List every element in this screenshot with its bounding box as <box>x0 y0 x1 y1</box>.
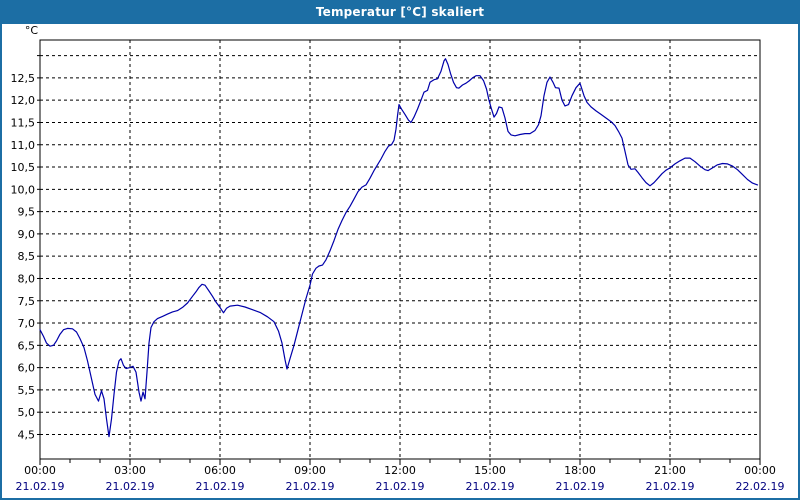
x-date-label: 21.02.19 <box>556 480 605 493</box>
y-tick-label: 5,5 <box>18 384 36 397</box>
x-time-label: 18:00 <box>564 464 596 477</box>
x-date-label: 21.02.19 <box>16 480 65 493</box>
y-tick-label: 8,5 <box>18 250 36 263</box>
x-time-label: 00:00 <box>24 464 56 477</box>
y-tick-label: 8,0 <box>18 272 36 285</box>
x-time-label: 09:00 <box>294 464 326 477</box>
x-date-label: 21.02.19 <box>466 480 515 493</box>
y-tick-label: 11,0 <box>11 139 36 152</box>
y-axis-unit-label: °C <box>25 24 39 37</box>
y-tick-label: 10,5 <box>11 161 36 174</box>
x-date-label: 21.02.19 <box>196 480 245 493</box>
x-date-label: 21.02.19 <box>376 480 425 493</box>
y-tick-label: 9,0 <box>18 228 36 241</box>
y-tick-label: 4,5 <box>18 428 36 441</box>
x-date-label: 22.02.19 <box>736 480 785 493</box>
y-tick-label: 6,0 <box>18 362 36 375</box>
x-time-label: 00:00 <box>744 464 776 477</box>
y-tick-label: 7,0 <box>18 317 36 330</box>
x-time-label: 03:00 <box>114 464 146 477</box>
temperature-line <box>39 58 759 438</box>
x-axis-labels: 00:00 21.02.19 03:00 21.02.19 06:00 21.02.19 0… <box>16 464 785 493</box>
x-time-label: 21:00 <box>654 464 686 477</box>
y-tick-label: 9,5 <box>18 206 36 219</box>
gridlines <box>40 40 760 459</box>
x-time-label: 15:00 <box>474 464 506 477</box>
y-tick-label: 7,5 <box>18 295 36 308</box>
y-tick-label: 11,5 <box>11 116 36 129</box>
y-tick-label: 12,0 <box>11 94 36 107</box>
x-time-label: 12:00 <box>384 464 416 477</box>
x-time-label: 06:00 <box>204 464 236 477</box>
y-tick-label: 6,5 <box>18 339 36 352</box>
y-tick-label: 12,5 <box>11 72 36 85</box>
y-axis-labels: 12,5 12,0 11,5 11,0 10,5 10,0 9,5 9,0 8,5 8,0 7,5 7… <box>11 72 36 442</box>
y-tick-label: 5,0 <box>18 406 36 419</box>
window-title: Temperatur [°C] skaliert <box>315 5 485 19</box>
x-date-label: 21.02.19 <box>106 480 155 493</box>
title-bar[interactable]: Temperatur [°C] skaliert <box>0 0 800 24</box>
x-date-label: 21.02.19 <box>646 480 695 493</box>
axis-ticks <box>37 55 761 465</box>
y-tick-label: 10,0 <box>11 183 36 196</box>
x-date-label: 21.02.19 <box>286 480 335 493</box>
